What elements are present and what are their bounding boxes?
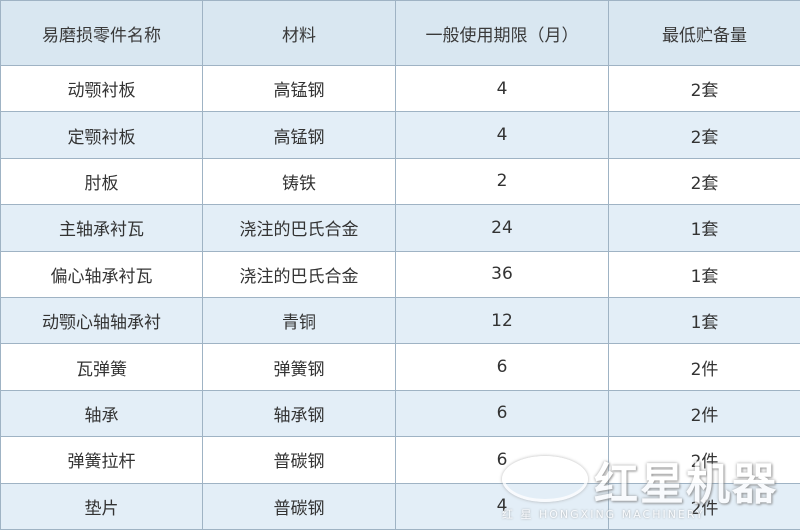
table-cell: 动颚衬板 xyxy=(0,64,203,113)
table-cell: 轴承 xyxy=(0,389,203,438)
header-cell: 一般使用期限（月） xyxy=(395,0,609,66)
table-cell: 1套 xyxy=(608,250,800,298)
table-cell: 普碳钢 xyxy=(202,482,396,530)
table-cell: 轴承钢 xyxy=(202,389,396,438)
table-cell: 弹簧拉杆 xyxy=(0,436,203,484)
header-row: 易磨损零件名称 材料 一般使用期限（月） 最低贮备量 xyxy=(0,0,800,66)
table-cell: 铸铁 xyxy=(202,157,396,206)
table-cell: 高锰钢 xyxy=(202,111,396,159)
watermark: 红星机器 红 星 HONGXING MACHINERY xyxy=(502,446,792,524)
table-cell: 12 xyxy=(395,296,609,345)
table-row: 动颚衬板 高锰钢 4 2套 xyxy=(0,64,800,113)
table-cell: 2件 xyxy=(608,343,800,391)
table-cell: 弹簧钢 xyxy=(202,343,396,391)
table-row: 弹簧拉杆 普碳钢 6 2件 xyxy=(0,436,800,484)
watermark-sub: 红 星 HONGXING MACHINERY xyxy=(502,508,705,521)
table-cell: 1套 xyxy=(608,296,800,345)
table-row: 瓦弹簧 弹簧钢 6 2件 xyxy=(0,343,800,391)
table-cell: 2件 xyxy=(608,389,800,438)
table-cell: 36 xyxy=(395,250,609,298)
table-cell: 瓦弹簧 xyxy=(0,343,203,391)
table-cell: 1套 xyxy=(608,204,800,252)
table-cell: 2套 xyxy=(608,64,800,113)
table-cell: 浇注的巴氏合金 xyxy=(202,204,396,252)
header-cell: 易磨损零件名称 xyxy=(0,0,203,66)
watermark-logo xyxy=(502,456,588,502)
table-cell: 浇注的巴氏合金 xyxy=(202,250,396,298)
table-row: 动颚心轴轴承衬 青铜 12 1套 xyxy=(0,296,800,345)
table-body: 动颚衬板 高锰钢 4 2套 定颚衬板 高锰钢 4 2套 肘板 铸铁 2 2套 主轴承衬瓦 浇注的巴氏合金 2… xyxy=(0,64,800,530)
table-cell: 普碳钢 xyxy=(202,436,396,484)
table-cell: 2套 xyxy=(608,157,800,206)
table-cell: 肘板 xyxy=(0,157,203,206)
table-cell: 24 xyxy=(395,204,609,252)
table-cell: 垫片 xyxy=(0,482,203,530)
table-cell: 偏心轴承衬瓦 xyxy=(0,250,203,298)
table-row: 偏心轴承衬瓦 浇注的巴氏合金 36 1套 xyxy=(0,250,800,298)
watermark-brand: 红星机器 xyxy=(594,459,778,510)
header-cell: 最低贮备量 xyxy=(608,0,800,66)
table-cell: 6 xyxy=(395,389,609,438)
table-cell: 2套 xyxy=(608,111,800,159)
table-row: 肘板 铸铁 2 2套 xyxy=(0,157,800,206)
table-row: 主轴承衬瓦 浇注的巴氏合金 24 1套 xyxy=(0,204,800,252)
table-cell: 定颚衬板 xyxy=(0,111,203,159)
table-cell: 青铜 xyxy=(202,296,396,345)
table-cell: 6 xyxy=(395,343,609,391)
table-cell: 2件 xyxy=(608,482,800,530)
table-cell: 动颚心轴轴承衬 xyxy=(0,296,203,345)
header-cell: 材料 xyxy=(202,0,396,66)
table-cell: 主轴承衬瓦 xyxy=(0,204,203,252)
table-cell: 2件 xyxy=(608,436,800,484)
table-cell: 4 xyxy=(395,64,609,113)
table-cell: 高锰钢 xyxy=(202,64,396,113)
table-cell: 4 xyxy=(395,111,609,159)
table-cell: 2 xyxy=(395,157,609,206)
table-row: 轴承 轴承钢 6 2件 xyxy=(0,389,800,438)
table-row: 定颚衬板 高锰钢 4 2套 xyxy=(0,111,800,159)
